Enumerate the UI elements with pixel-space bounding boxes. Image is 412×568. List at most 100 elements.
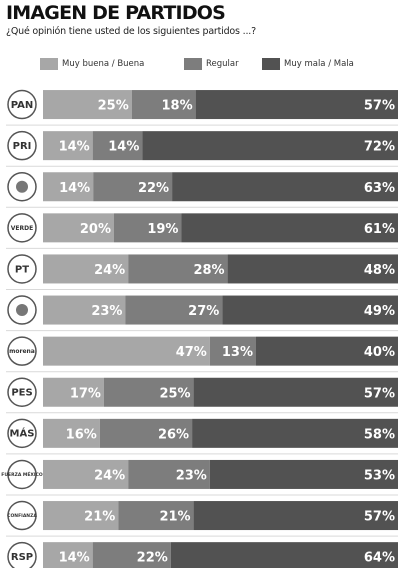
party-logo-emblem	[16, 304, 28, 317]
party-logo-7: PES	[7, 377, 37, 407]
data-label-regular: 14%	[108, 140, 139, 155]
data-label-good: 24%	[94, 468, 125, 483]
bar-segment-regular	[92, 131, 143, 161]
bar-segment-good	[43, 172, 94, 202]
party-logo-2	[7, 172, 37, 202]
party-logo-circle	[7, 418, 37, 449]
bar-segment-regular	[131, 90, 196, 120]
data-label-bad: 57%	[364, 510, 395, 525]
legend-swatch-good	[40, 58, 58, 70]
bar-segment-good	[43, 90, 132, 120]
data-label-bad: 57%	[364, 386, 395, 401]
data-label-bad: 49%	[364, 304, 395, 319]
legend-label-bad: Muy mala / Mala	[284, 59, 354, 69]
bar-segment-good	[43, 254, 129, 284]
party-logo-circle	[7, 89, 37, 120]
data-label-good: 17%	[70, 386, 101, 401]
party-logo-circle	[7, 377, 37, 407]
party-logo-8: MÁS	[7, 418, 37, 449]
bar-segment-bad	[195, 90, 398, 120]
data-label-regular: 21%	[159, 510, 190, 525]
data-label-regular: 23%	[176, 468, 207, 483]
data-label-bad: 40%	[364, 345, 395, 360]
data-label-regular: 19%	[147, 222, 178, 237]
bar-segment-bad	[209, 459, 398, 489]
chart-subtitle: ¿Qué opinión tiene usted de los siguient…	[6, 26, 256, 37]
bar-segment-regular	[99, 418, 193, 448]
bar-segment-bad	[170, 542, 398, 568]
party-logo-text: PES	[11, 388, 32, 399]
data-label-bad: 58%	[364, 427, 395, 442]
legend-swatch-regular	[184, 58, 202, 70]
data-label-bad: 72%	[364, 140, 395, 155]
party-logo-text: RSP	[11, 552, 33, 563]
party-logo-text: MÁS	[10, 427, 35, 440]
data-label-good: 47%	[176, 345, 207, 360]
data-label-good: 20%	[80, 222, 111, 237]
party-logo-text: VERDE	[11, 225, 33, 232]
data-label-bad: 64%	[364, 551, 395, 566]
bar-segment-regular	[125, 295, 223, 325]
bar-segment-bad	[193, 501, 398, 531]
legend-label-good: Muy buena / Buena	[62, 59, 145, 69]
bar-segment-good	[43, 295, 126, 325]
bar-segment-bad	[256, 336, 398, 366]
party-logo-text: morena	[9, 348, 35, 355]
bar-segment-good	[43, 418, 100, 448]
data-label-good: 21%	[84, 510, 115, 525]
party-logo-circle	[7, 213, 37, 243]
bar-segment-regular	[128, 459, 210, 489]
data-label-regular: 26%	[158, 427, 189, 442]
party-logo-9: FUERZA MÉXICO	[1, 459, 43, 490]
party-logo-emblem	[16, 180, 28, 193]
bar-segment-bad	[193, 377, 398, 407]
data-label-good: 14%	[59, 140, 90, 155]
party-logo-circle	[7, 500, 37, 531]
chart-title: IMAGEN DE PARTIDOS	[6, 2, 226, 24]
bar-segment-bad	[227, 254, 398, 284]
bar-segment-good	[43, 377, 104, 407]
bar-segment-good	[43, 501, 119, 531]
data-label-good: 14%	[59, 551, 90, 566]
data-label-regular: 28%	[193, 263, 224, 278]
party-logo-circle	[7, 459, 37, 490]
party-logo-text: PT	[15, 264, 29, 275]
bar-segment-regular	[93, 172, 173, 202]
party-logo-5	[7, 295, 37, 325]
bar-segment-bad	[192, 418, 398, 448]
data-label-regular: 27%	[188, 304, 219, 319]
bar-segment-bad	[142, 131, 398, 161]
bar-segment-bad	[222, 295, 398, 325]
data-label-bad: 63%	[364, 181, 395, 196]
party-logo-circle	[7, 254, 37, 284]
data-label-bad: 48%	[364, 263, 395, 278]
bar-segment-good	[43, 213, 114, 243]
data-label-regular: 22%	[138, 181, 169, 196]
bar-segment-good	[43, 542, 93, 568]
party-logo-11: RSP	[7, 541, 37, 568]
data-label-bad: 57%	[364, 99, 395, 114]
legend-label-regular: Regular	[206, 59, 239, 69]
data-label-regular: 25%	[159, 386, 190, 401]
data-label-bad: 61%	[364, 222, 395, 237]
data-label-good: 16%	[66, 427, 97, 442]
party-logo-text: PAN	[11, 100, 34, 111]
party-logo-text: PRI	[13, 141, 32, 152]
bar-segment-regular	[128, 254, 228, 284]
bar-segment-regular	[92, 542, 171, 568]
bar-segment-regular	[103, 377, 194, 407]
party-logo-0: PAN	[7, 89, 37, 120]
party-logo-6: morena	[7, 336, 37, 366]
legend-swatch-bad	[262, 58, 280, 70]
bar-segment-good	[43, 131, 93, 161]
bar-segment-bad	[172, 172, 398, 202]
data-label-regular: 18%	[162, 99, 193, 114]
data-label-bad: 53%	[364, 468, 395, 483]
bar-segment-good	[43, 459, 129, 489]
party-logo-circle	[7, 541, 37, 568]
party-logo-circle	[7, 336, 37, 366]
party-logo-text: CONFIANZA	[7, 513, 37, 519]
data-label-good: 24%	[94, 263, 125, 278]
bar-segment-regular	[118, 501, 194, 531]
